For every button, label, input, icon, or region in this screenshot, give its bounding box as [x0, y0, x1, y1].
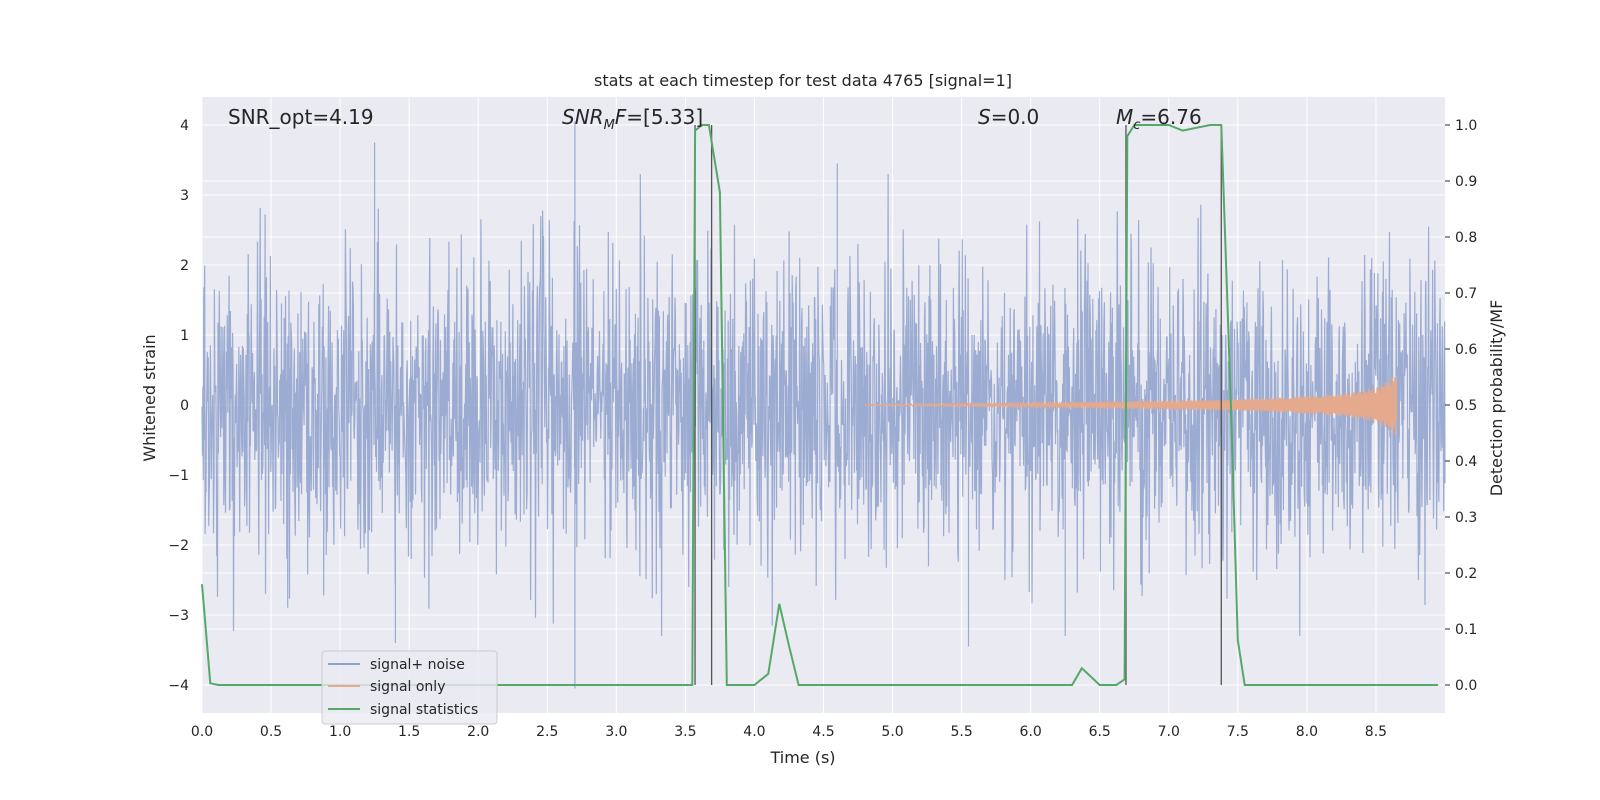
mc-label: M [1116, 105, 1133, 129]
noise-trace [201, 121, 1446, 689]
x-tick-label: 7.5 [1227, 724, 1249, 740]
s-label: S [978, 105, 991, 129]
x-tick-label: 1.0 [329, 724, 351, 740]
s-value: =0.0 [991, 105, 1040, 129]
y-right-tick-label: 0.4 [1455, 454, 1477, 470]
x-tick-label: 2.0 [467, 724, 489, 740]
y-tick-label: 0 [180, 398, 189, 414]
y-axis-ticks: 4 3 2 1 0 −1 −2 −3 −4 [168, 118, 189, 694]
snr-mf-sub: M [604, 118, 615, 133]
x-tick-label: 0.0 [191, 724, 213, 740]
x-tick-label: 3.5 [674, 724, 696, 740]
y-tick-label: −2 [168, 538, 189, 554]
x-tick-label: 6.5 [1089, 724, 1111, 740]
y-right-tick-label: 0.2 [1455, 566, 1477, 582]
x-tick-label: 5.0 [881, 724, 903, 740]
x-tick-label: 0.5 [260, 724, 282, 740]
legend-box [321, 650, 498, 725]
y-tick-label: 3 [180, 188, 189, 204]
y-right-tick-label: 0.5 [1455, 398, 1477, 414]
mc-value: =6.76 [1140, 105, 1201, 129]
x-tick-label: 3.0 [605, 724, 627, 740]
legend: signal+ noise signal only signal statist… [321, 650, 498, 725]
x-axis-label: Time (s) [769, 748, 835, 767]
x-tick-label: 4.0 [743, 724, 765, 740]
snr-mf-f: F= [615, 105, 643, 129]
x-tick-label: 5.5 [950, 724, 972, 740]
snr-mf-value: [5.33] [643, 105, 703, 129]
y-tick-label: −3 [168, 608, 189, 624]
x-tick-label: 8.0 [1296, 724, 1318, 740]
y-tick-label: −4 [168, 678, 189, 694]
y-axis-right-label: Detection probability/MF [1487, 300, 1506, 497]
annotation-snr-mf: SNRMF=[5.33] [562, 105, 703, 133]
y-tick-label: 1 [180, 328, 189, 344]
y-axis-label: Whitened strain [140, 334, 159, 461]
y-right-tick-label: 0.3 [1455, 510, 1477, 526]
series-signal-noise [201, 121, 1446, 689]
mc-sub: c [1133, 118, 1140, 133]
y-axis-right-ticks: 1.0 0.9 0.8 0.7 0.6 0.5 0.4 0.3 0.2 0.1 0.0 [1445, 118, 1477, 694]
series-signal-statistics [201, 124, 1439, 686]
x-tick-label: 7.0 [1158, 724, 1180, 740]
x-tick-label: 1.5 [398, 724, 420, 740]
legend-item-signal-statistics: signal statistics [370, 702, 478, 718]
snr-mf-prefix: SNR [562, 105, 604, 129]
y-right-tick-label: 0.9 [1455, 174, 1477, 190]
chart-title: stats at each timestep for test data 476… [594, 71, 1012, 90]
y-tick-label: −1 [168, 468, 189, 484]
annotation-snr-opt: SNR_opt=4.19 [228, 105, 374, 129]
x-axis-ticks: 0.0 0.5 1.0 1.5 2.0 2.5 3.0 3.5 4.0 4.5 5.0 5.5 6.0 6… [191, 724, 1387, 740]
legend-item-signal-only: signal only [370, 679, 445, 695]
x-tick-label: 4.5 [812, 724, 834, 740]
y-tick-label: 4 [180, 118, 189, 134]
y-right-tick-label: 0.7 [1455, 286, 1477, 302]
x-tick-label: 6.0 [1020, 724, 1042, 740]
y-right-tick-label: 0.1 [1455, 622, 1477, 638]
y-right-tick-label: 0.8 [1455, 230, 1477, 246]
legend-item-signal-noise: signal+ noise [370, 657, 465, 673]
statistics-trace [201, 124, 1439, 686]
x-tick-label: 8.5 [1365, 724, 1387, 740]
y-right-tick-label: 0.6 [1455, 342, 1477, 358]
annotation-s: S=0.0 [978, 105, 1039, 129]
y-tick-label: 2 [180, 258, 189, 274]
y-right-tick-label: 0.0 [1455, 678, 1477, 694]
x-tick-label: 2.5 [536, 724, 558, 740]
series-signal-only [864, 375, 1398, 436]
annotation-mc: Mc=6.76 [1116, 105, 1202, 133]
y-right-tick-label: 1.0 [1455, 118, 1477, 134]
signal-trace [864, 375, 1398, 436]
